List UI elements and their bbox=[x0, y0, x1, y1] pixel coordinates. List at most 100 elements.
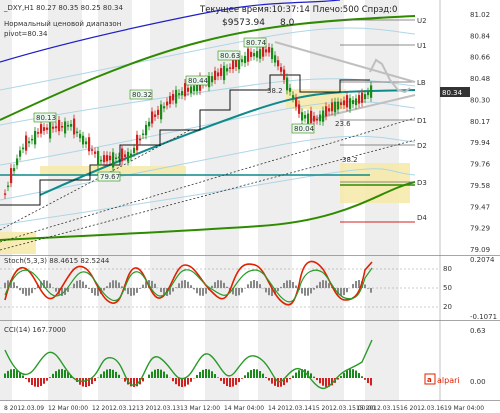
cci-hist-bar bbox=[274, 378, 276, 386]
candle-body bbox=[175, 89, 178, 104]
candle-body bbox=[130, 153, 133, 158]
candle-body bbox=[43, 127, 46, 131]
cci-hist-bar bbox=[19, 372, 21, 378]
time-label: 12 Mar 00:00 bbox=[48, 405, 88, 412]
candle-body bbox=[187, 87, 190, 92]
stoch-hist-bar bbox=[127, 288, 129, 295]
candle-body bbox=[61, 126, 64, 128]
cci-hist-bar bbox=[202, 369, 204, 378]
candle-body bbox=[244, 55, 247, 64]
candle-body bbox=[331, 102, 334, 112]
stoch-hist-bar bbox=[133, 288, 135, 296]
candle-body bbox=[181, 91, 184, 96]
cci-hist-bar bbox=[109, 369, 111, 378]
stoch-hist-bar bbox=[367, 288, 369, 289]
brand-label: alpari bbox=[437, 376, 460, 385]
cci-hist-bar bbox=[106, 369, 108, 378]
cci-hist-bar bbox=[283, 378, 285, 386]
stoch-hist-bar bbox=[316, 285, 318, 288]
cci-hist-bar bbox=[259, 371, 261, 378]
candle-body bbox=[46, 127, 49, 130]
candle-body bbox=[100, 159, 103, 162]
time-label: Текущее время:10:37:14 Плечо:500 Спрэд:0 bbox=[199, 5, 397, 15]
stoch-hist-bar bbox=[274, 288, 276, 295]
candle-body bbox=[286, 77, 289, 91]
ma-blue bbox=[0, 0, 341, 63]
candle-body bbox=[109, 155, 112, 161]
stoch-hist-bar bbox=[343, 288, 345, 296]
stoch-hist-bar bbox=[214, 282, 216, 288]
cci-hist-bar bbox=[268, 378, 270, 381]
stoch-hist-bar bbox=[220, 280, 222, 288]
candle-body bbox=[313, 115, 316, 122]
candle-body bbox=[79, 133, 82, 139]
stoch-hist-bar bbox=[352, 283, 354, 288]
range-label: Нормальный ценовой диапазон bbox=[4, 20, 121, 28]
candle-body bbox=[55, 126, 58, 129]
candle-body bbox=[229, 67, 232, 69]
candle-body bbox=[88, 137, 91, 152]
stoch-hist-bar bbox=[346, 288, 348, 293]
candle-body bbox=[136, 134, 139, 151]
cci-hist-bar bbox=[175, 378, 177, 385]
stoch-hist-bar bbox=[142, 284, 144, 288]
stoch-right-bottom: -0.1071 bbox=[470, 313, 497, 321]
session-band bbox=[0, 0, 12, 401]
candle-body bbox=[64, 121, 67, 134]
stoch-hist-bar bbox=[304, 288, 306, 296]
candle-body bbox=[235, 58, 238, 68]
cci-hist-bar bbox=[211, 371, 213, 378]
cci-hist-bar bbox=[157, 369, 159, 378]
stoch-hist-bar bbox=[355, 280, 357, 288]
stepped-line bbox=[0, 74, 370, 206]
stoch-hist-bar bbox=[184, 280, 186, 288]
stoch-hist-bar bbox=[196, 288, 198, 294]
stoch-hist-bar bbox=[163, 288, 165, 296]
stoch-hist-bar bbox=[265, 288, 267, 293]
stoch-hist-bar bbox=[340, 288, 342, 296]
candle-body bbox=[91, 149, 94, 151]
cci-hist-bar bbox=[25, 378, 27, 379]
stoch-hist-bar bbox=[175, 287, 177, 288]
time-label: 14 2012.03.14 bbox=[268, 405, 312, 412]
candle-body bbox=[142, 133, 145, 136]
current-price-box bbox=[440, 87, 470, 97]
time-axis-bg bbox=[0, 401, 500, 413]
cci-hist-bar bbox=[292, 375, 294, 378]
stoch-hist-bar bbox=[19, 288, 21, 291]
stoch-hist-bar bbox=[292, 282, 294, 288]
stoch-hist-bar bbox=[307, 288, 309, 296]
stoch-hist-bar bbox=[28, 288, 30, 296]
cci-hist-bar bbox=[148, 374, 150, 378]
candle-body bbox=[22, 147, 25, 150]
stoch-hist-bar bbox=[94, 288, 96, 296]
session-band bbox=[48, 0, 82, 401]
candle-body bbox=[154, 114, 157, 117]
stoch-hist-bar bbox=[232, 288, 234, 295]
candle-body bbox=[151, 111, 154, 124]
stoch-hist-bar bbox=[295, 285, 297, 288]
candle-body bbox=[277, 60, 280, 67]
stoch-green-line bbox=[4, 267, 373, 303]
ma-teal bbox=[39, 89, 416, 196]
candle-body bbox=[127, 151, 130, 162]
cci-hist-bar bbox=[256, 369, 258, 378]
candle-body bbox=[247, 48, 250, 62]
stoch-hist-bar bbox=[52, 287, 54, 288]
time-label: 8 2012.03.09 bbox=[4, 405, 44, 412]
cci-hist-bar bbox=[10, 369, 12, 378]
label-p6: 80.74 bbox=[246, 39, 267, 47]
stoch-tick-50: 50 bbox=[443, 284, 452, 292]
stoch-hist-bar bbox=[283, 283, 285, 288]
stoch-hist-bar bbox=[160, 288, 162, 293]
candle-body bbox=[160, 104, 163, 120]
zone-highlight-1 bbox=[0, 232, 36, 254]
cci-hist-bar bbox=[355, 370, 357, 378]
stoch-hist-bar bbox=[337, 288, 339, 295]
stoch-hist-bar bbox=[55, 288, 57, 292]
stoch-hist-bar bbox=[40, 281, 42, 288]
candle-body bbox=[37, 132, 40, 134]
candle-body bbox=[139, 138, 142, 141]
cci-panel[interactable] bbox=[0, 321, 500, 401]
